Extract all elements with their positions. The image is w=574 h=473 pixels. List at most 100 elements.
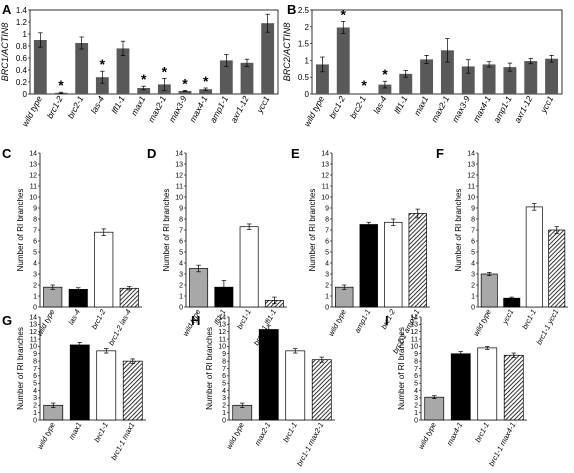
category-label: max3-9	[167, 94, 189, 124]
bar	[399, 73, 413, 94]
y-tick-label: 12	[29, 172, 37, 179]
bar	[525, 206, 543, 308]
panel-a: A 0 0.2 0.4 0.6 0.8 1 1.2 1.4 BRC1/ACTIN8 wild typ…	[0, 2, 279, 128]
category-label: max3-9	[450, 94, 472, 124]
y-tick-label: 0	[305, 90, 310, 99]
y-tick-label: 11	[30, 183, 37, 190]
y-tick-label: 8	[33, 358, 37, 365]
y-tick-label: 7	[33, 227, 37, 234]
y-tick-label: 9	[414, 351, 418, 358]
panel-letter: I	[385, 313, 389, 328]
bar	[75, 43, 89, 94]
y-tick-label: 1.2	[16, 18, 28, 27]
category-label: wild type	[326, 308, 348, 338]
y-tick-label: 11	[322, 183, 329, 190]
category-label: las-4	[66, 308, 82, 327]
category-label: max4-1	[471, 94, 493, 124]
y-tick-label: 11	[468, 183, 475, 190]
bar	[461, 66, 475, 94]
panel-letter: D	[147, 146, 156, 161]
y-tick-label: 4	[222, 388, 226, 395]
y-tick-label: 11	[219, 336, 226, 343]
y-tick-label: 10	[29, 194, 37, 201]
y-tick-label: 9	[325, 205, 329, 212]
bar	[119, 287, 139, 308]
category-label: las-4	[371, 94, 389, 115]
y-tick-label: 14	[218, 314, 226, 321]
category-label: brc1-1	[92, 421, 110, 444]
y-tick-label: 11	[411, 336, 418, 343]
y-tick-label: 2	[305, 23, 310, 32]
bar	[503, 354, 524, 421]
bar	[480, 273, 498, 308]
y-tick-label: 3	[179, 271, 183, 278]
significance-star: *	[361, 77, 367, 93]
y-tick-label: 1	[414, 410, 418, 417]
y-tick-label: 0.2	[16, 78, 28, 87]
category-label: max1	[412, 94, 431, 117]
category-label: ycc1	[254, 94, 272, 115]
bar	[315, 64, 329, 94]
bar	[384, 221, 403, 308]
category-label: max4-1	[445, 421, 465, 447]
y-tick-label: 6	[414, 373, 418, 380]
bar	[240, 62, 254, 94]
y-tick-label: 2	[222, 403, 226, 410]
y-tick-label: 10	[321, 194, 329, 201]
y-axis-label: BRC1/ACTIN8	[0, 23, 10, 82]
y-tick-label: 3	[325, 271, 329, 278]
y-tick-label: 0	[33, 304, 37, 311]
y-tick-label: 14	[29, 314, 37, 321]
category-label: brc1-1	[473, 421, 491, 444]
y-tick-label: 9	[33, 205, 37, 212]
category-label: las-4	[89, 94, 107, 115]
y-tick-label: 5	[33, 249, 37, 256]
bar	[69, 344, 90, 421]
y-axis-label: BRC2/ACTIN8	[282, 23, 292, 82]
bar	[189, 268, 209, 308]
category-label: wild type	[471, 308, 493, 338]
bar	[96, 350, 117, 421]
bar	[378, 84, 392, 94]
category-label: brc1-2	[90, 307, 108, 331]
y-tick-label: 1	[23, 30, 28, 39]
bar	[450, 353, 471, 421]
y-tick-label: 12	[218, 329, 226, 336]
y-tick-label: 1	[325, 293, 329, 300]
bar	[68, 289, 88, 308]
y-axis-label: Number of RI branches	[454, 189, 463, 272]
bar	[219, 60, 233, 94]
category-label: brc1-1	[520, 308, 538, 331]
y-tick-label: 1	[305, 56, 310, 65]
y-axis-label: Number of RI branches	[16, 327, 25, 410]
y-tick-label: 11	[176, 183, 183, 190]
y-axis-label: Number of RI branches	[308, 189, 317, 272]
y-tick-label: 0	[23, 90, 28, 99]
category-label: brc1-2 las-4	[106, 308, 133, 347]
bar	[258, 329, 279, 421]
y-tick-label: 3	[33, 271, 37, 278]
bar	[33, 40, 47, 94]
category-label: max2-1	[146, 94, 168, 124]
bar	[261, 23, 275, 95]
plot-frame	[311, 9, 563, 95]
y-tick-label: 6	[179, 238, 183, 245]
bar	[408, 213, 427, 308]
y-tick-label: 5	[471, 249, 475, 256]
y-tick-label: 13	[410, 322, 418, 329]
category-label: brc1-1 max4-1	[487, 421, 518, 468]
y-tick-label: 8	[179, 216, 183, 223]
y-tick-label: 0	[222, 417, 226, 424]
category-label: brc1-1 max1	[109, 421, 137, 462]
bar	[424, 396, 445, 421]
category-label: brc1-2	[327, 94, 347, 120]
y-tick-label: 8	[222, 358, 226, 365]
panel-letter: F	[436, 146, 444, 161]
category-label: ycc1	[538, 94, 556, 115]
y-tick-label: 0	[325, 304, 329, 311]
bar	[178, 91, 192, 94]
y-tick-label: 14	[467, 150, 475, 157]
